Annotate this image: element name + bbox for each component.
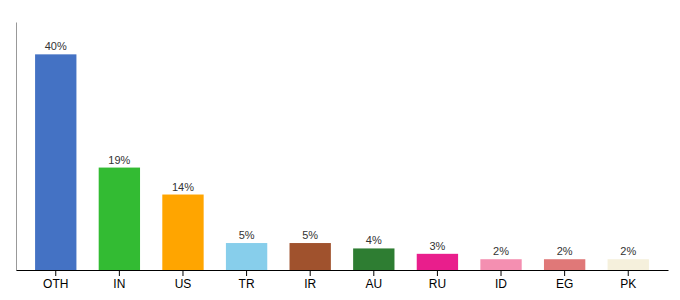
data-label: 2% — [493, 245, 509, 257]
x-tick: EG — [556, 270, 573, 291]
x-tick: PK — [620, 270, 636, 291]
x-tick-label: PK — [620, 277, 636, 291]
data-label: 3% — [429, 240, 445, 252]
x-tick-label: EG — [556, 277, 573, 291]
data-label: 40% — [45, 40, 67, 52]
x-tick-label: OTH — [43, 277, 68, 291]
data-label: 4% — [366, 234, 382, 246]
data-label: 2% — [557, 245, 573, 257]
bar — [608, 259, 649, 270]
x-tick-mark — [246, 270, 247, 276]
data-label: 2% — [620, 245, 636, 257]
y-axis — [16, 23, 17, 271]
x-tick-mark — [310, 270, 311, 276]
bar — [99, 168, 140, 270]
chart-container: OTH IN US TR IR AU RU ID EG PK 40% 19% 14% 5% 5% 4% 3% 2%… — [0, 0, 680, 300]
x-tick-mark — [564, 270, 565, 276]
bars — [35, 54, 649, 270]
data-label: 14% — [172, 181, 194, 193]
x-tick-mark — [437, 270, 438, 276]
x-tick-mark — [373, 270, 374, 276]
x-tick-label: AU — [365, 277, 382, 291]
x-tick-label: IR — [304, 277, 316, 291]
bar — [162, 195, 203, 270]
x-tick: IR — [304, 270, 316, 291]
x-tick: TR — [239, 270, 255, 291]
x-tick-label: US — [175, 277, 192, 291]
x-tick-label: ID — [495, 277, 507, 291]
x-tick: ID — [495, 270, 507, 291]
bar — [353, 248, 394, 270]
y-axis-line — [16, 23, 17, 271]
x-tick-mark — [119, 270, 120, 276]
x-tick: IN — [113, 270, 125, 291]
x-axis-line — [17, 270, 669, 271]
x-tick-label: TR — [239, 277, 255, 291]
data-label: 5% — [302, 229, 318, 241]
bar — [544, 259, 585, 270]
x-tick-mark — [501, 270, 502, 276]
x-tick-mark — [182, 270, 183, 276]
bar — [290, 243, 331, 270]
x-tick: US — [175, 270, 192, 291]
x-tick-mark — [55, 270, 56, 276]
data-labels: 40% 19% 14% 5% 5% 4% 3% 2% 2% 2% — [45, 40, 637, 257]
x-tick-label: IN — [113, 277, 125, 291]
data-label: 19% — [108, 154, 130, 166]
x-tick-label: RU — [429, 277, 446, 291]
bar — [226, 243, 267, 270]
x-axis: OTH IN US TR IR AU RU ID EG PK — [17, 270, 669, 291]
bar — [417, 254, 458, 270]
x-tick: OTH — [43, 270, 68, 291]
x-tick: AU — [365, 270, 382, 291]
data-label: 5% — [239, 229, 255, 241]
plot-area: OTH IN US TR IR AU RU ID EG PK 40% 19% 14% 5% 5% 4% 3% 2%… — [17, 23, 669, 291]
x-tick: RU — [429, 270, 446, 291]
x-tick-mark — [628, 270, 629, 276]
chart-svg: OTH IN US TR IR AU RU ID EG PK 40% 19% 14% 5% 5% 4% 3% 2%… — [0, 0, 680, 300]
bar — [480, 259, 521, 270]
bar — [35, 54, 76, 270]
